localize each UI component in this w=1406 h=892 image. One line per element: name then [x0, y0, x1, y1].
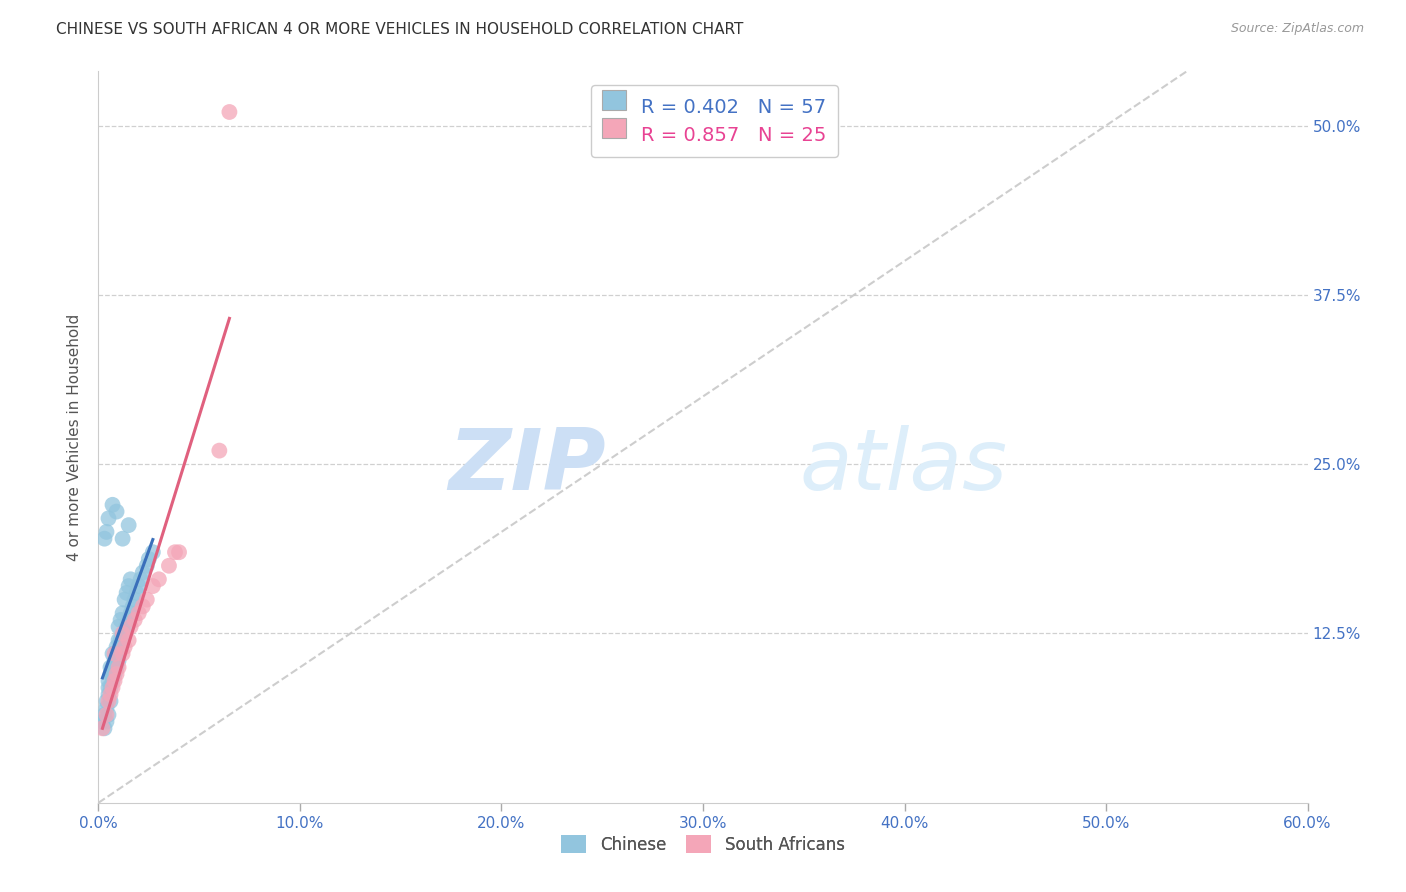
Point	[107, 654, 129, 668]
Point	[93, 721, 115, 735]
Point	[118, 579, 141, 593]
Point	[100, 660, 122, 674]
Point	[105, 505, 128, 519]
Point	[101, 660, 124, 674]
Point	[100, 688, 122, 702]
Point	[101, 647, 124, 661]
Point	[103, 667, 125, 681]
Point	[120, 572, 142, 586]
Point	[93, 532, 115, 546]
Point	[115, 586, 138, 600]
Point	[103, 647, 125, 661]
Point	[128, 579, 150, 593]
Point	[218, 105, 240, 120]
Point	[120, 620, 142, 634]
Point	[124, 613, 146, 627]
Point	[91, 721, 114, 735]
Point	[120, 606, 142, 620]
Point	[91, 714, 114, 729]
Point	[105, 647, 128, 661]
Point	[128, 606, 150, 620]
Point	[107, 647, 129, 661]
Point	[111, 606, 134, 620]
Point	[107, 633, 129, 648]
Point	[111, 626, 134, 640]
Text: ZIP: ZIP	[449, 425, 606, 508]
Point	[132, 566, 155, 580]
Point	[111, 633, 134, 648]
Point	[110, 613, 132, 627]
Point	[124, 592, 146, 607]
Point	[96, 524, 118, 539]
Point	[148, 572, 170, 586]
Text: Source: ZipAtlas.com: Source: ZipAtlas.com	[1230, 22, 1364, 36]
Point	[135, 592, 157, 607]
Point	[107, 620, 129, 634]
Point	[118, 518, 141, 533]
Point	[93, 707, 115, 722]
Point	[157, 558, 180, 573]
Y-axis label: 4 or more Vehicles in Household: 4 or more Vehicles in Household	[67, 313, 83, 561]
Point	[103, 654, 125, 668]
Point	[101, 673, 124, 688]
Point	[118, 613, 141, 627]
Point	[100, 667, 122, 681]
Point	[96, 701, 118, 715]
Text: CHINESE VS SOUTH AFRICAN 4 OR MORE VEHICLES IN HOUSEHOLD CORRELATION CHART: CHINESE VS SOUTH AFRICAN 4 OR MORE VEHIC…	[56, 22, 744, 37]
Point	[142, 545, 165, 559]
Point	[110, 633, 132, 648]
Text: atlas: atlas	[800, 425, 1008, 508]
Point	[103, 660, 125, 674]
Point	[111, 532, 134, 546]
Point	[118, 633, 141, 648]
Point	[115, 620, 138, 634]
Point	[103, 673, 125, 688]
Point	[101, 681, 124, 695]
Point	[105, 667, 128, 681]
Point	[111, 647, 134, 661]
Legend: Chinese, South Africans: Chinese, South Africans	[555, 829, 851, 860]
Point	[101, 667, 124, 681]
Point	[107, 660, 129, 674]
Point	[138, 552, 160, 566]
Point	[97, 688, 120, 702]
Point	[96, 707, 118, 722]
Point	[129, 572, 152, 586]
Point	[132, 599, 155, 614]
Point	[97, 681, 120, 695]
Point	[97, 673, 120, 688]
Point	[163, 545, 186, 559]
Point	[97, 511, 120, 525]
Point	[121, 599, 143, 614]
Point	[96, 694, 118, 708]
Point	[125, 586, 148, 600]
Point	[100, 694, 122, 708]
Point	[101, 498, 124, 512]
Point	[97, 707, 120, 722]
Point	[114, 640, 136, 654]
Point	[167, 545, 190, 559]
Point	[105, 640, 128, 654]
Point	[208, 443, 231, 458]
Point	[105, 660, 128, 674]
Point	[114, 626, 136, 640]
Point	[100, 681, 122, 695]
Point	[110, 640, 132, 654]
Point	[96, 714, 118, 729]
Point	[97, 694, 120, 708]
Point	[142, 579, 165, 593]
Point	[114, 592, 136, 607]
Point	[135, 558, 157, 573]
